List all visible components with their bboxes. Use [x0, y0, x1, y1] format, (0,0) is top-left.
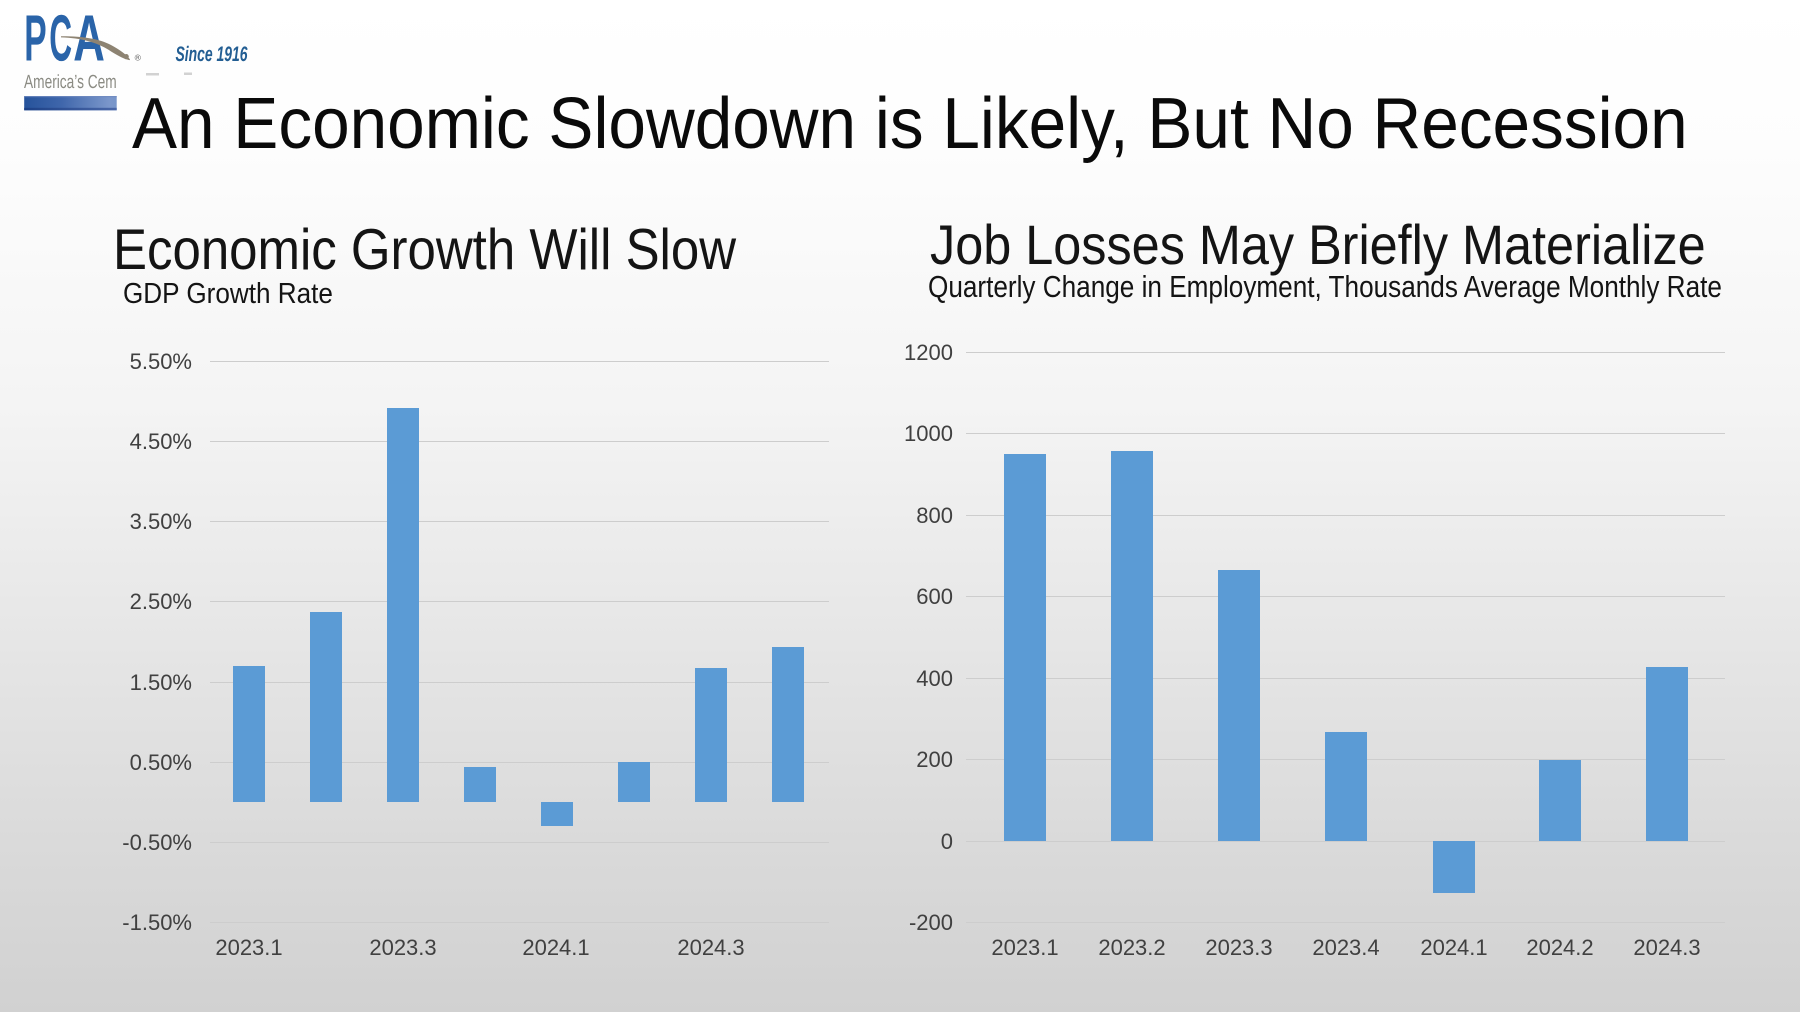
svg-text:America’s Cement M: America’s Cement M — [24, 72, 151, 93]
svg-text:P: P — [24, 2, 46, 75]
svg-text:®: ® — [135, 52, 142, 62]
svg-text:Since 1916: Since 1916 — [176, 43, 248, 66]
svg-text:C: C — [49, 2, 72, 75]
